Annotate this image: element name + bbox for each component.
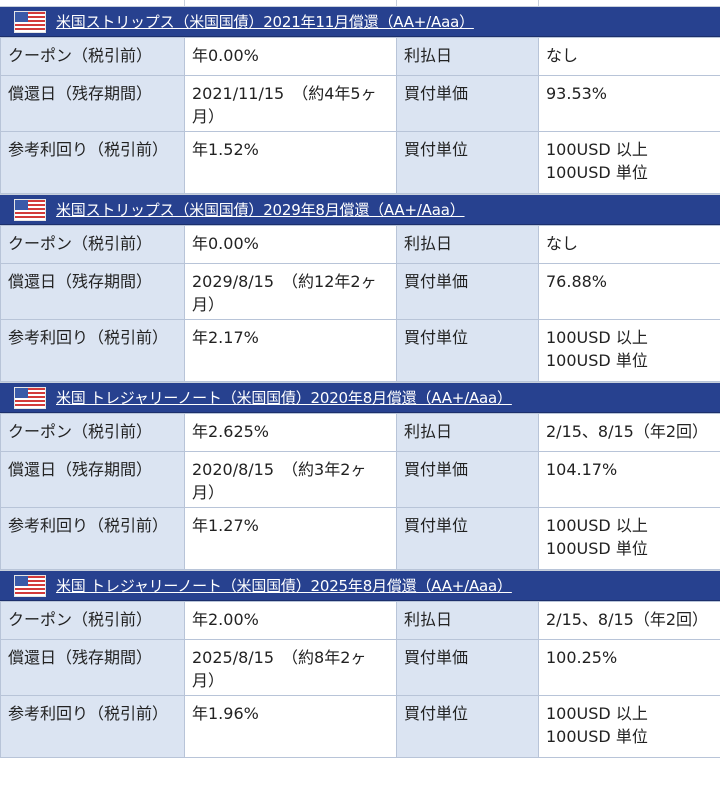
purchase-unit-value: 100USD 以上 100USD 単位: [538, 507, 720, 570]
unit-price-label: 買付単価: [396, 451, 539, 508]
table-row: クーポン（税引前） 年2.00% 利払日 2/15、8/15（年2回）: [0, 601, 720, 640]
us-flag-icon: [14, 10, 46, 33]
payment-date-value: 2/15、8/15（年2回）: [538, 601, 720, 640]
maturity-label: 償還日（残存期間）: [0, 639, 185, 696]
coupon-label: クーポン（税引前）: [0, 37, 185, 76]
maturity-label: 償還日（残存期間）: [0, 451, 185, 508]
bond-card: 米国ストリップス（米国国債）2021年11月償還（AA+/Aaa） クーポン（税…: [0, 6, 720, 194]
table-row: クーポン（税引前） 年2.625% 利払日 2/15、8/15（年2回）: [0, 413, 720, 452]
table-row: 償還日（残存期間） 2021/11/15 （約4年5ヶ月） 買付単価 93.53…: [0, 75, 720, 132]
table-row: 償還日（残存期間） 2029/8/15 （約12年2ヶ月） 買付単価 76.88…: [0, 263, 720, 320]
unit-price-value: 76.88%: [538, 263, 720, 320]
purchase-unit-label: 買付単位: [396, 319, 539, 382]
payment-date-value: なし: [538, 225, 720, 264]
purchase-unit-value: 100USD 以上 100USD 単位: [538, 695, 720, 758]
table-row: 参考利回り（税引前） 年1.96% 買付単位 100USD 以上 100USD …: [0, 695, 720, 758]
bond-card: 米国ストリップス（米国国債）2029年8月償還（AA+/Aaa） クーポン（税引…: [0, 194, 720, 382]
purchase-unit-label: 買付単位: [396, 695, 539, 758]
table-row: 償還日（残存期間） 2025/8/15 （約8年2ヶ月） 買付単価 100.25…: [0, 639, 720, 696]
maturity-value: 2029/8/15 （約12年2ヶ月）: [184, 263, 397, 320]
yield-value: 年2.17%: [184, 319, 397, 382]
payment-date-value: なし: [538, 37, 720, 76]
unit-price-value: 100.25%: [538, 639, 720, 696]
purchase-unit-label: 買付単位: [396, 507, 539, 570]
bond-title-link[interactable]: 米国 トレジャリーノート（米国国債）2025年8月償還（AA+/Aaa）: [56, 577, 512, 595]
table-row: 参考利回り（税引前） 年2.17% 買付単位 100USD 以上 100USD …: [0, 319, 720, 382]
coupon-label: クーポン（税引前）: [0, 225, 185, 264]
yield-label: 参考利回り（税引前）: [0, 507, 185, 570]
payment-date-label: 利払日: [396, 37, 539, 76]
bond-detail-table: クーポン（税引前） 年0.00% 利払日 なし 償還日（残存期間） 2029/8…: [0, 225, 720, 382]
table-row: クーポン（税引前） 年0.00% 利払日 なし: [0, 225, 720, 264]
bond-card: 米国 トレジャリーノート（米国国債）2020年8月償還（AA+/Aaa） クーポ…: [0, 382, 720, 570]
maturity-value: 2025/8/15 （約8年2ヶ月）: [184, 639, 397, 696]
yield-value: 年1.52%: [184, 131, 397, 194]
unit-price-label: 買付単価: [396, 263, 539, 320]
unit-price-value: 104.17%: [538, 451, 720, 508]
payment-date-label: 利払日: [396, 601, 539, 640]
purchase-unit-value: 100USD 以上 100USD 単位: [538, 319, 720, 382]
bond-list: 米国ストリップス（米国国債）2021年11月償還（AA+/Aaa） クーポン（税…: [0, 6, 720, 758]
unit-price-label: 買付単価: [396, 639, 539, 696]
table-row: 償還日（残存期間） 2020/8/15 （約3年2ヶ月） 買付単価 104.17…: [0, 451, 720, 508]
maturity-value: 2020/8/15 （約3年2ヶ月）: [184, 451, 397, 508]
payment-date-label: 利払日: [396, 225, 539, 264]
maturity-label: 償還日（残存期間）: [0, 263, 185, 320]
previous-table-remnant: [0, 0, 720, 6]
coupon-label: クーポン（税引前）: [0, 601, 185, 640]
yield-label: 参考利回り（税引前）: [0, 131, 185, 194]
us-flag-icon: [14, 386, 46, 409]
bond-detail-table: クーポン（税引前） 年2.625% 利払日 2/15、8/15（年2回） 償還日…: [0, 413, 720, 570]
coupon-value: 年0.00%: [184, 225, 397, 264]
payment-date-label: 利払日: [396, 413, 539, 452]
yield-label: 参考利回り（税引前）: [0, 319, 185, 382]
bond-detail-table: クーポン（税引前） 年2.00% 利払日 2/15、8/15（年2回） 償還日（…: [0, 601, 720, 758]
bond-detail-table: クーポン（税引前） 年0.00% 利払日 なし 償還日（残存期間） 2021/1…: [0, 37, 720, 194]
table-row: 参考利回り（税引前） 年1.52% 買付単位 100USD 以上 100USD …: [0, 131, 720, 194]
maturity-value: 2021/11/15 （約4年5ヶ月）: [184, 75, 397, 132]
coupon-label: クーポン（税引前）: [0, 413, 185, 452]
coupon-value: 年0.00%: [184, 37, 397, 76]
unit-price-value: 93.53%: [538, 75, 720, 132]
coupon-value: 年2.625%: [184, 413, 397, 452]
yield-value: 年1.96%: [184, 695, 397, 758]
bond-title-link[interactable]: 米国ストリップス（米国国債）2029年8月償還（AA+/Aaa）: [56, 201, 465, 219]
purchase-unit-value: 100USD 以上 100USD 単位: [538, 131, 720, 194]
bond-header[interactable]: 米国ストリップス（米国国債）2021年11月償還（AA+/Aaa）: [0, 7, 720, 37]
bond-title-link[interactable]: 米国ストリップス（米国国債）2021年11月償還（AA+/Aaa）: [56, 13, 474, 31]
bond-header[interactable]: 米国ストリップス（米国国債）2029年8月償還（AA+/Aaa）: [0, 195, 720, 225]
coupon-value: 年2.00%: [184, 601, 397, 640]
yield-value: 年1.27%: [184, 507, 397, 570]
purchase-unit-label: 買付単位: [396, 131, 539, 194]
bond-header[interactable]: 米国 トレジャリーノート（米国国債）2025年8月償還（AA+/Aaa）: [0, 571, 720, 601]
bond-title-link[interactable]: 米国 トレジャリーノート（米国国債）2020年8月償還（AA+/Aaa）: [56, 389, 512, 407]
unit-price-label: 買付単価: [396, 75, 539, 132]
payment-date-value: 2/15、8/15（年2回）: [538, 413, 720, 452]
us-flag-icon: [14, 574, 46, 597]
table-row: 参考利回り（税引前） 年1.27% 買付単位 100USD 以上 100USD …: [0, 507, 720, 570]
bond-header[interactable]: 米国 トレジャリーノート（米国国債）2020年8月償還（AA+/Aaa）: [0, 383, 720, 413]
table-row: クーポン（税引前） 年0.00% 利払日 なし: [0, 37, 720, 76]
us-flag-icon: [14, 198, 46, 221]
maturity-label: 償還日（残存期間）: [0, 75, 185, 132]
bond-card: 米国 トレジャリーノート（米国国債）2025年8月償還（AA+/Aaa） クーポ…: [0, 570, 720, 758]
yield-label: 参考利回り（税引前）: [0, 695, 185, 758]
